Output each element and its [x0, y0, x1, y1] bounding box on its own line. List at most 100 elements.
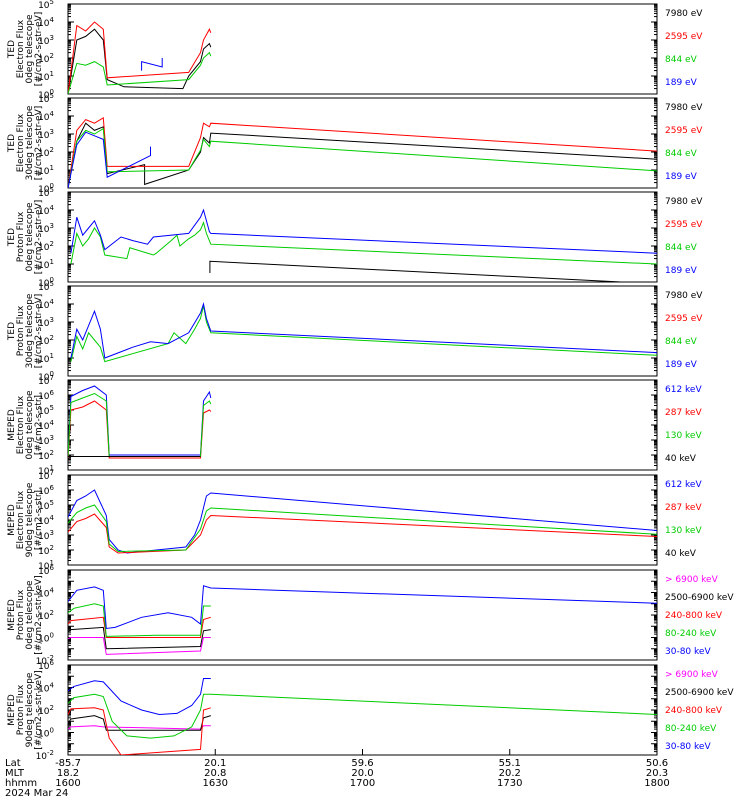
x-tick-label-lat: -85.7: [55, 758, 81, 769]
y-ticks: [68, 191, 657, 283]
y-tick-exponent: 0: [50, 88, 54, 96]
y-tick-base: 10: [38, 392, 50, 402]
y-axis-label-line: TED: [7, 134, 17, 153]
x-tick-label-hhmm: 1600: [55, 778, 80, 789]
y-tick-label: 102: [38, 609, 54, 622]
y-tick-exponent: -2: [47, 749, 54, 757]
y-tick-base: 10: [38, 279, 50, 289]
legend-entry: 7980 eV: [665, 9, 703, 19]
legend-entry: 240-800 keV: [665, 706, 723, 716]
series-line-130-kev: [68, 504, 657, 553]
y-tick-label: 100: [38, 632, 54, 645]
y-axis-label-line: 0deg telescope: [25, 202, 35, 272]
y-tick-label: 10-2: [36, 654, 54, 667]
legend-entry: 189 eV: [665, 266, 698, 276]
y-tick-label: 103: [38, 529, 54, 542]
legend-entry: 2595 eV: [665, 220, 703, 230]
legend-entry: 189 eV: [665, 172, 698, 182]
x-tick-label-mlt: 20.3: [646, 768, 668, 779]
x-tick-label-mlt: 20.0: [351, 768, 373, 779]
series-line-287-kev: [68, 513, 657, 554]
y-tick-base: 10: [38, 113, 50, 123]
y-axis-label-line: 0deg telescope: [25, 14, 35, 84]
y-tick-exponent: 4: [50, 587, 55, 595]
y-axis-label-line: 0deg telescope: [25, 580, 35, 650]
y-tick-exponent: 1: [50, 352, 54, 360]
y-tick-exponent: 5: [50, 186, 54, 194]
legend-entry: > 6900 keV: [665, 670, 719, 680]
y-axis-label-line: [#/cm2-s-str-eV]: [34, 200, 44, 275]
y-tick-exponent: 1: [50, 258, 54, 266]
x-tick-label-mlt: 20.2: [499, 768, 521, 779]
y-tick-base: 10: [38, 301, 50, 311]
y-tick-exponent: 6: [50, 484, 55, 492]
y-tick-label: 104: [38, 16, 54, 29]
y-tick-label: 106: [38, 389, 54, 402]
series-line-287-kev: [68, 400, 212, 459]
legend-entry: 2500-6900 keV: [665, 688, 734, 698]
y-axis-label-line: Electron Flux: [16, 395, 26, 454]
y-tick-exponent: 0: [50, 276, 54, 284]
legend-entry: 189 eV: [665, 78, 698, 88]
y-axis-label-line: 30deg telescope: [25, 105, 35, 180]
series-line-240-800-kev: [68, 616, 211, 638]
lat-row-label: Lat: [5, 758, 21, 769]
y-tick-exponent: 1: [50, 70, 54, 78]
y-tick-base: 10: [38, 590, 50, 600]
y-axis-label-line: 90deg telescope: [25, 672, 35, 747]
y-tick-base: 10: [38, 547, 50, 557]
y-tick-base: 10: [38, 437, 50, 447]
y-axis-label-line: [#/cm2-s-str-keV]: [34, 575, 44, 654]
series-line-844-ev: [68, 51, 212, 94]
y-tick-label: 101: [38, 70, 54, 83]
y-axis-label-line: Electron Flux: [16, 113, 26, 172]
series-line-844-ev: [70, 305, 657, 363]
y-tick-base: 10: [38, 467, 50, 477]
series-line-612-kev: [68, 489, 657, 554]
y-ticks: [68, 664, 657, 756]
y-axis-label-line: Proton Flux: [16, 684, 26, 735]
y-tick-label: 105: [38, 404, 54, 417]
y-tick-exponent: 7: [50, 374, 54, 382]
y-axis-label-line: MEPED: [7, 409, 17, 441]
y-tick-label: 103: [38, 316, 54, 329]
y-tick-base: 10: [38, 95, 50, 105]
x-tick-label-hhmm: 1800: [644, 778, 669, 789]
series-group: [68, 116, 657, 188]
y-axis-label-line: Proton Flux: [16, 589, 26, 640]
y-tick-exponent: 2: [50, 334, 54, 342]
y-tick-base: 10: [38, 185, 50, 195]
legend-entry: 30-80 keV: [665, 742, 711, 752]
series-line-7980-ev: [68, 122, 657, 188]
y-tick-exponent: 3: [50, 128, 54, 136]
y-tick-exponent: 1: [50, 559, 54, 567]
y-tick-exponent: 6: [50, 564, 55, 572]
y-axis-label-line: [#/cm2-s-str-eV]: [34, 294, 44, 369]
series-line-844-ev: [70, 221, 657, 265]
series-line-189-ev: [70, 208, 657, 254]
y-axis-label-line: MEPED: [7, 599, 17, 631]
y-tick-exponent: 6: [50, 389, 55, 397]
y-axis-label-line: TED: [7, 40, 17, 59]
y-tick-label: 100: [38, 182, 54, 195]
y-tick-label: 101: [38, 352, 54, 365]
series-group: [68, 585, 657, 655]
x-tick-label-hhmm: 1730: [497, 778, 522, 789]
y-axis-label-line: Electron Flux: [16, 19, 26, 78]
legend-entry: 2595 eV: [665, 32, 703, 42]
y-tick-exponent: 4: [50, 110, 55, 118]
series-line-189-ev: [70, 302, 657, 359]
y-tick-exponent: 4: [50, 682, 55, 690]
y-tick-label: 105: [38, 499, 54, 512]
y-tick-exponent: 5: [50, 280, 54, 288]
y-tick-exponent: 4: [50, 419, 55, 427]
y-tick-exponent: 4: [50, 514, 55, 522]
y-tick-base: 10: [38, 517, 50, 527]
y-tick-label: 101: [38, 258, 54, 271]
legend-entry: 130 keV: [665, 526, 702, 536]
